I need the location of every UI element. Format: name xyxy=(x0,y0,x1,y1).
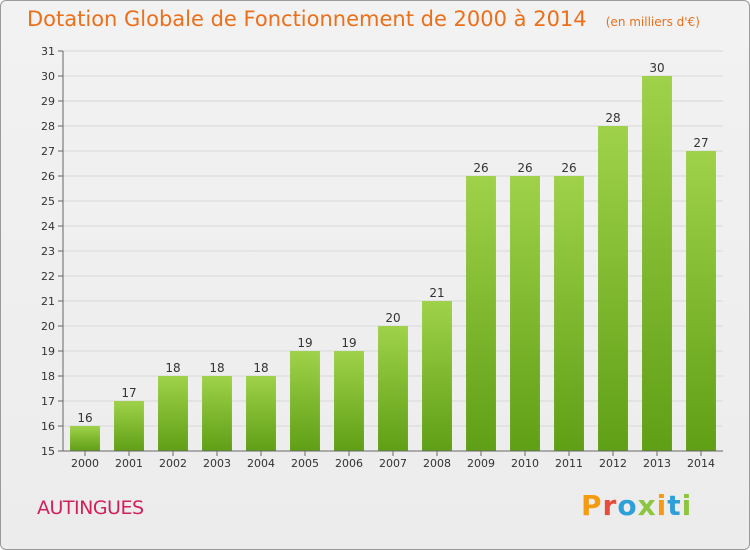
data-label: 26 xyxy=(561,161,576,175)
x-tick-label: 2000 xyxy=(71,457,99,470)
commune-name: AUTINGUES xyxy=(37,497,144,519)
bar xyxy=(334,351,364,451)
x-tick-label: 2004 xyxy=(247,457,275,470)
x-tick-label: 2008 xyxy=(423,457,451,470)
axes xyxy=(58,50,723,456)
bar xyxy=(466,176,496,451)
data-label: 18 xyxy=(209,361,224,375)
y-tick-label: 30 xyxy=(41,70,55,83)
data-label: 20 xyxy=(385,311,400,325)
logo-letter: i xyxy=(681,489,693,522)
data-label: 28 xyxy=(605,111,620,125)
logo-letter: o xyxy=(617,489,638,522)
x-tick-label: 2014 xyxy=(687,457,715,470)
y-tick-label: 15 xyxy=(41,445,55,458)
bar xyxy=(70,426,100,451)
x-tick-label: 2002 xyxy=(159,457,187,470)
bar xyxy=(642,76,672,451)
labels: 15 16 17 18 19 20 21 22 23 24 25 26 27 28 29 30 31 2000 16… xyxy=(41,45,715,470)
bars xyxy=(70,76,716,451)
data-label: 26 xyxy=(517,161,532,175)
y-tick-label: 20 xyxy=(41,320,55,333)
bar xyxy=(114,401,144,451)
x-tick-label: 2006 xyxy=(335,457,363,470)
x-tick-label: 2001 xyxy=(115,457,143,470)
data-label: 27 xyxy=(693,136,708,150)
bar xyxy=(290,351,320,451)
x-tick-label: 2012 xyxy=(599,457,627,470)
y-tick-label: 29 xyxy=(41,95,55,108)
y-tick-label: 24 xyxy=(41,220,55,233)
data-label: 30 xyxy=(649,61,664,75)
y-tick-label: 19 xyxy=(41,345,55,358)
logo-letter: i xyxy=(656,489,668,522)
data-label: 17 xyxy=(121,386,136,400)
proxiti-logo: Proxiti xyxy=(581,489,692,522)
x-tick-label: 2007 xyxy=(379,457,407,470)
bar xyxy=(158,376,188,451)
x-tick-label: 2003 xyxy=(203,457,231,470)
y-tick-label: 28 xyxy=(41,120,55,133)
bar xyxy=(686,151,716,451)
data-label: 18 xyxy=(253,361,268,375)
bar xyxy=(554,176,584,451)
x-tick-label: 2005 xyxy=(291,457,319,470)
chart-unit: (en milliers d'€) xyxy=(605,15,700,29)
y-tick-label: 26 xyxy=(41,170,55,183)
x-tick-label: 2013 xyxy=(643,457,671,470)
x-tick-label: 2009 xyxy=(467,457,495,470)
data-label: 19 xyxy=(297,336,312,350)
bar xyxy=(598,126,628,451)
y-tick-label: 16 xyxy=(41,420,55,433)
x-tick-label: 2011 xyxy=(555,457,583,470)
y-tick-label: 31 xyxy=(41,45,55,58)
data-label: 19 xyxy=(341,336,356,350)
y-tick-label: 17 xyxy=(41,395,55,408)
chart-title-row: Dotation Globale de Fonctionnement de 20… xyxy=(27,7,700,31)
logo-letter: x xyxy=(637,489,657,522)
y-tick-label: 21 xyxy=(41,295,55,308)
logo-letter: P xyxy=(581,489,603,522)
y-tick-label: 22 xyxy=(41,270,55,283)
x-tick-label: 2010 xyxy=(511,457,539,470)
y-tick-label: 27 xyxy=(41,145,55,158)
chart-title: Dotation Globale de Fonctionnement de 20… xyxy=(27,7,587,31)
bar xyxy=(510,176,540,451)
bar xyxy=(378,326,408,451)
logo-letter: t xyxy=(667,489,682,522)
data-label: 21 xyxy=(429,286,444,300)
bar xyxy=(246,376,276,451)
bar xyxy=(202,376,232,451)
y-tick-label: 25 xyxy=(41,195,55,208)
data-label: 16 xyxy=(77,411,92,425)
logo-letter: r xyxy=(602,489,618,522)
data-label: 18 xyxy=(165,361,180,375)
y-tick-label: 18 xyxy=(41,370,55,383)
bar xyxy=(422,301,452,451)
data-label: 26 xyxy=(473,161,488,175)
y-tick-label: 23 xyxy=(41,245,55,258)
